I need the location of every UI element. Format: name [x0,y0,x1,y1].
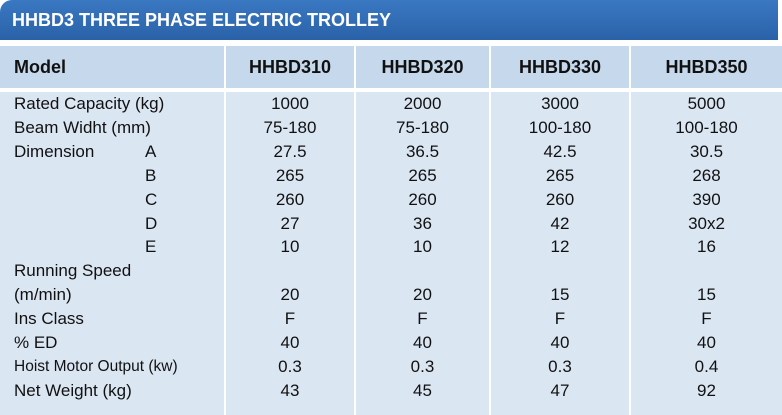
row-sublabel: A [145,141,157,161]
value-cell: 260 [408,189,437,209]
value-cell: 390 [692,189,721,209]
header-cell: Model [0,46,224,88]
value-cell: 40 [413,333,432,352]
table-title: HHBD3 THREE PHASE ELECTRIC TROLLEY [0,0,778,40]
value-cell: 5000 [687,94,726,113]
row-label: Rated Capacity (kg) [14,94,165,113]
value-cell: 40 [697,333,716,352]
value-cell: 30.5 [689,141,724,161]
value-cell: 10 [413,237,432,257]
value-cell: F [701,309,712,329]
value-cell: 268 [692,165,721,185]
value-cell: 27 [280,213,300,233]
row-label: Ins Class [14,309,84,329]
value-cell: F [417,309,428,329]
value-cell: 12 [550,237,570,257]
value-cell: 100-180 [528,117,592,137]
value-cell: 15 [697,285,716,305]
header-cell: HHBD310 [226,46,354,88]
row-label: Running Speed [14,261,132,281]
row-sublabel: D [145,213,158,233]
row-label: Net Weight (kg) [14,380,132,400]
value-cell: 0.3 [548,356,572,376]
value-cell: 20 [280,285,300,305]
row-sublabel: B [145,165,157,185]
column-bg [226,92,354,415]
value-cell: 15 [550,285,570,305]
value-cell: 42 [550,213,570,233]
value-cell: 1000 [271,94,309,113]
value-cell: 75-180 [396,117,449,137]
value-cell: 0.3 [278,356,302,376]
value-cell: 30x2 [688,213,725,233]
value-cell: 36 [413,213,432,233]
value-cell: 16 [697,237,716,257]
row-label: Hoist Motor Output (kw) [14,357,178,375]
header-cell: HHBD330 [491,46,629,88]
value-cell: 45 [413,380,432,400]
value-cell: 20 [413,285,432,305]
value-cell: 0.3 [410,356,435,376]
row-label: Beam Widht (mm) [14,117,151,137]
value-cell: 265 [275,165,305,185]
value-cell: 27.5 [273,141,307,161]
value-cell: F [284,309,296,329]
value-cell: 0.4 [694,356,719,376]
value-cell: 40 [280,333,300,352]
row-sublabel: E [145,237,157,257]
value-cell: 42.5 [543,141,577,161]
value-cell: 100-180 [675,117,738,137]
value-cell: 3000 [541,94,579,113]
row-label: (m/min) [14,285,72,305]
value-cell: 47 [550,380,570,400]
column-bg [491,92,629,415]
row-label: % ED [14,333,58,352]
row-label: Dimension [14,141,95,161]
column-bg [356,92,489,415]
value-cell: 10 [280,237,300,257]
value-cell: 2000 [403,94,442,113]
value-cell: F [554,309,566,329]
column-bg [0,92,224,415]
value-cell: 75-180 [263,117,317,137]
value-cell: 40 [550,333,570,352]
column-bg [631,92,782,415]
value-cell: 265 [408,165,437,185]
value-cell: 92 [697,380,716,400]
header-cell: HHBD320 [356,46,489,88]
value-cell: 260 [275,189,305,209]
value-cell: 43 [280,380,300,400]
value-cell: 260 [545,189,575,209]
row-sublabel: C [145,189,158,209]
value-cell: 265 [545,165,575,185]
header-cell: HHBD350 [631,46,782,88]
value-cell: 36.5 [405,141,440,161]
